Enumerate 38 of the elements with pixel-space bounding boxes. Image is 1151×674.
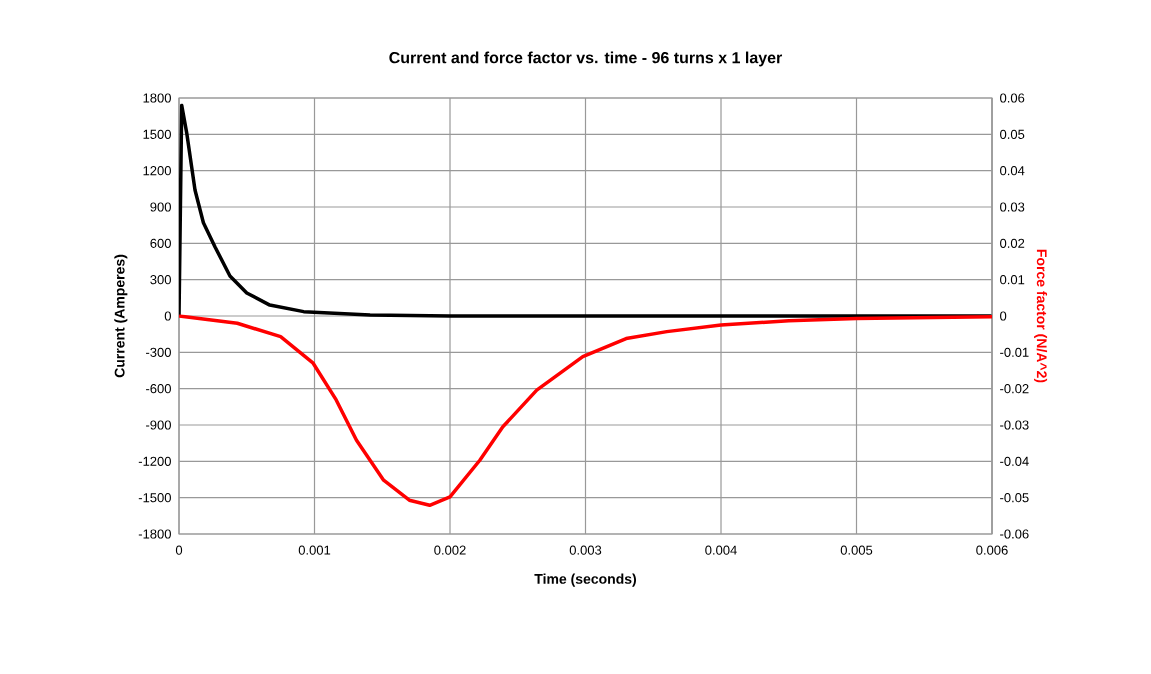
y2-tick-label: -0.06 [1000, 529, 1029, 539]
y-tick-label: 600 [150, 238, 171, 248]
y-tick-label: 1800 [143, 93, 171, 103]
y2-tick-label: 0.03 [1000, 202, 1025, 212]
y-tick-label: 0 [164, 311, 171, 321]
y2-tick-label: -0.02 [1000, 384, 1029, 394]
x-tick-label: 0 [175, 545, 183, 555]
y-tick-label: -1500 [138, 493, 171, 503]
x-axis-title: Time (seconds) [534, 573, 637, 587]
y2-tick-label: -0.01 [1000, 347, 1029, 357]
y-tick-label: -300 [146, 347, 171, 357]
y-tick-label: 1500 [143, 129, 171, 139]
y2-tick-label: -0.03 [1000, 420, 1029, 430]
y2-tick-label: 0.01 [1000, 275, 1025, 285]
y-tick-label: 300 [150, 275, 171, 285]
x-tick-label: 0.006 [976, 545, 1008, 555]
x-tick-label: 0.005 [840, 545, 873, 555]
y2-tick-label: 0.04 [1000, 166, 1025, 176]
x-tick-label: 0.001 [298, 545, 331, 555]
y2-tick-label: 0 [1000, 311, 1007, 321]
y2-tick-label: 0.05 [1000, 129, 1025, 139]
y-tick-label: -1800 [138, 529, 171, 539]
y2-tick-label: 0.06 [1000, 93, 1025, 103]
y2-tick-label: -0.04 [1000, 456, 1029, 466]
x-tick-label: 0.004 [705, 545, 737, 555]
y-tick-label: -900 [146, 420, 171, 430]
y-tick-label: 1200 [143, 166, 171, 176]
x-tick-label: 0.002 [434, 545, 466, 555]
y-tick-label: -600 [146, 384, 171, 394]
y2-tick-label: -0.05 [1000, 493, 1029, 503]
line-series [179, 314, 992, 508]
y-tick-label: 900 [150, 202, 171, 212]
chart-title: Current and force factor vs. time - 96 turns x 1 layer [389, 51, 783, 67]
y-tick-label: -1200 [138, 456, 171, 466]
x-tick-label: 0.003 [569, 545, 602, 555]
y-axis-title: Current (Amperes) [114, 254, 128, 378]
y2-tick-label: 0.02 [1000, 238, 1025, 248]
y2-axis-title: Force factor (N/A^2) [1034, 249, 1048, 383]
